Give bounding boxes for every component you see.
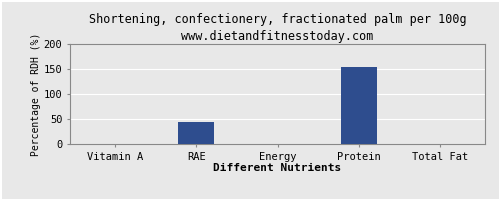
- Bar: [340, 66, 377, 144]
- X-axis label: Different Nutrients: Different Nutrients: [214, 163, 342, 173]
- Title: Shortening, confectionery, fractionated palm per 100g
www.dietandfitnesstoday.co: Shortening, confectionery, fractionated …: [88, 13, 466, 43]
- Y-axis label: Percentage of RDH (%): Percentage of RDH (%): [31, 32, 41, 156]
- Bar: [178, 121, 214, 144]
